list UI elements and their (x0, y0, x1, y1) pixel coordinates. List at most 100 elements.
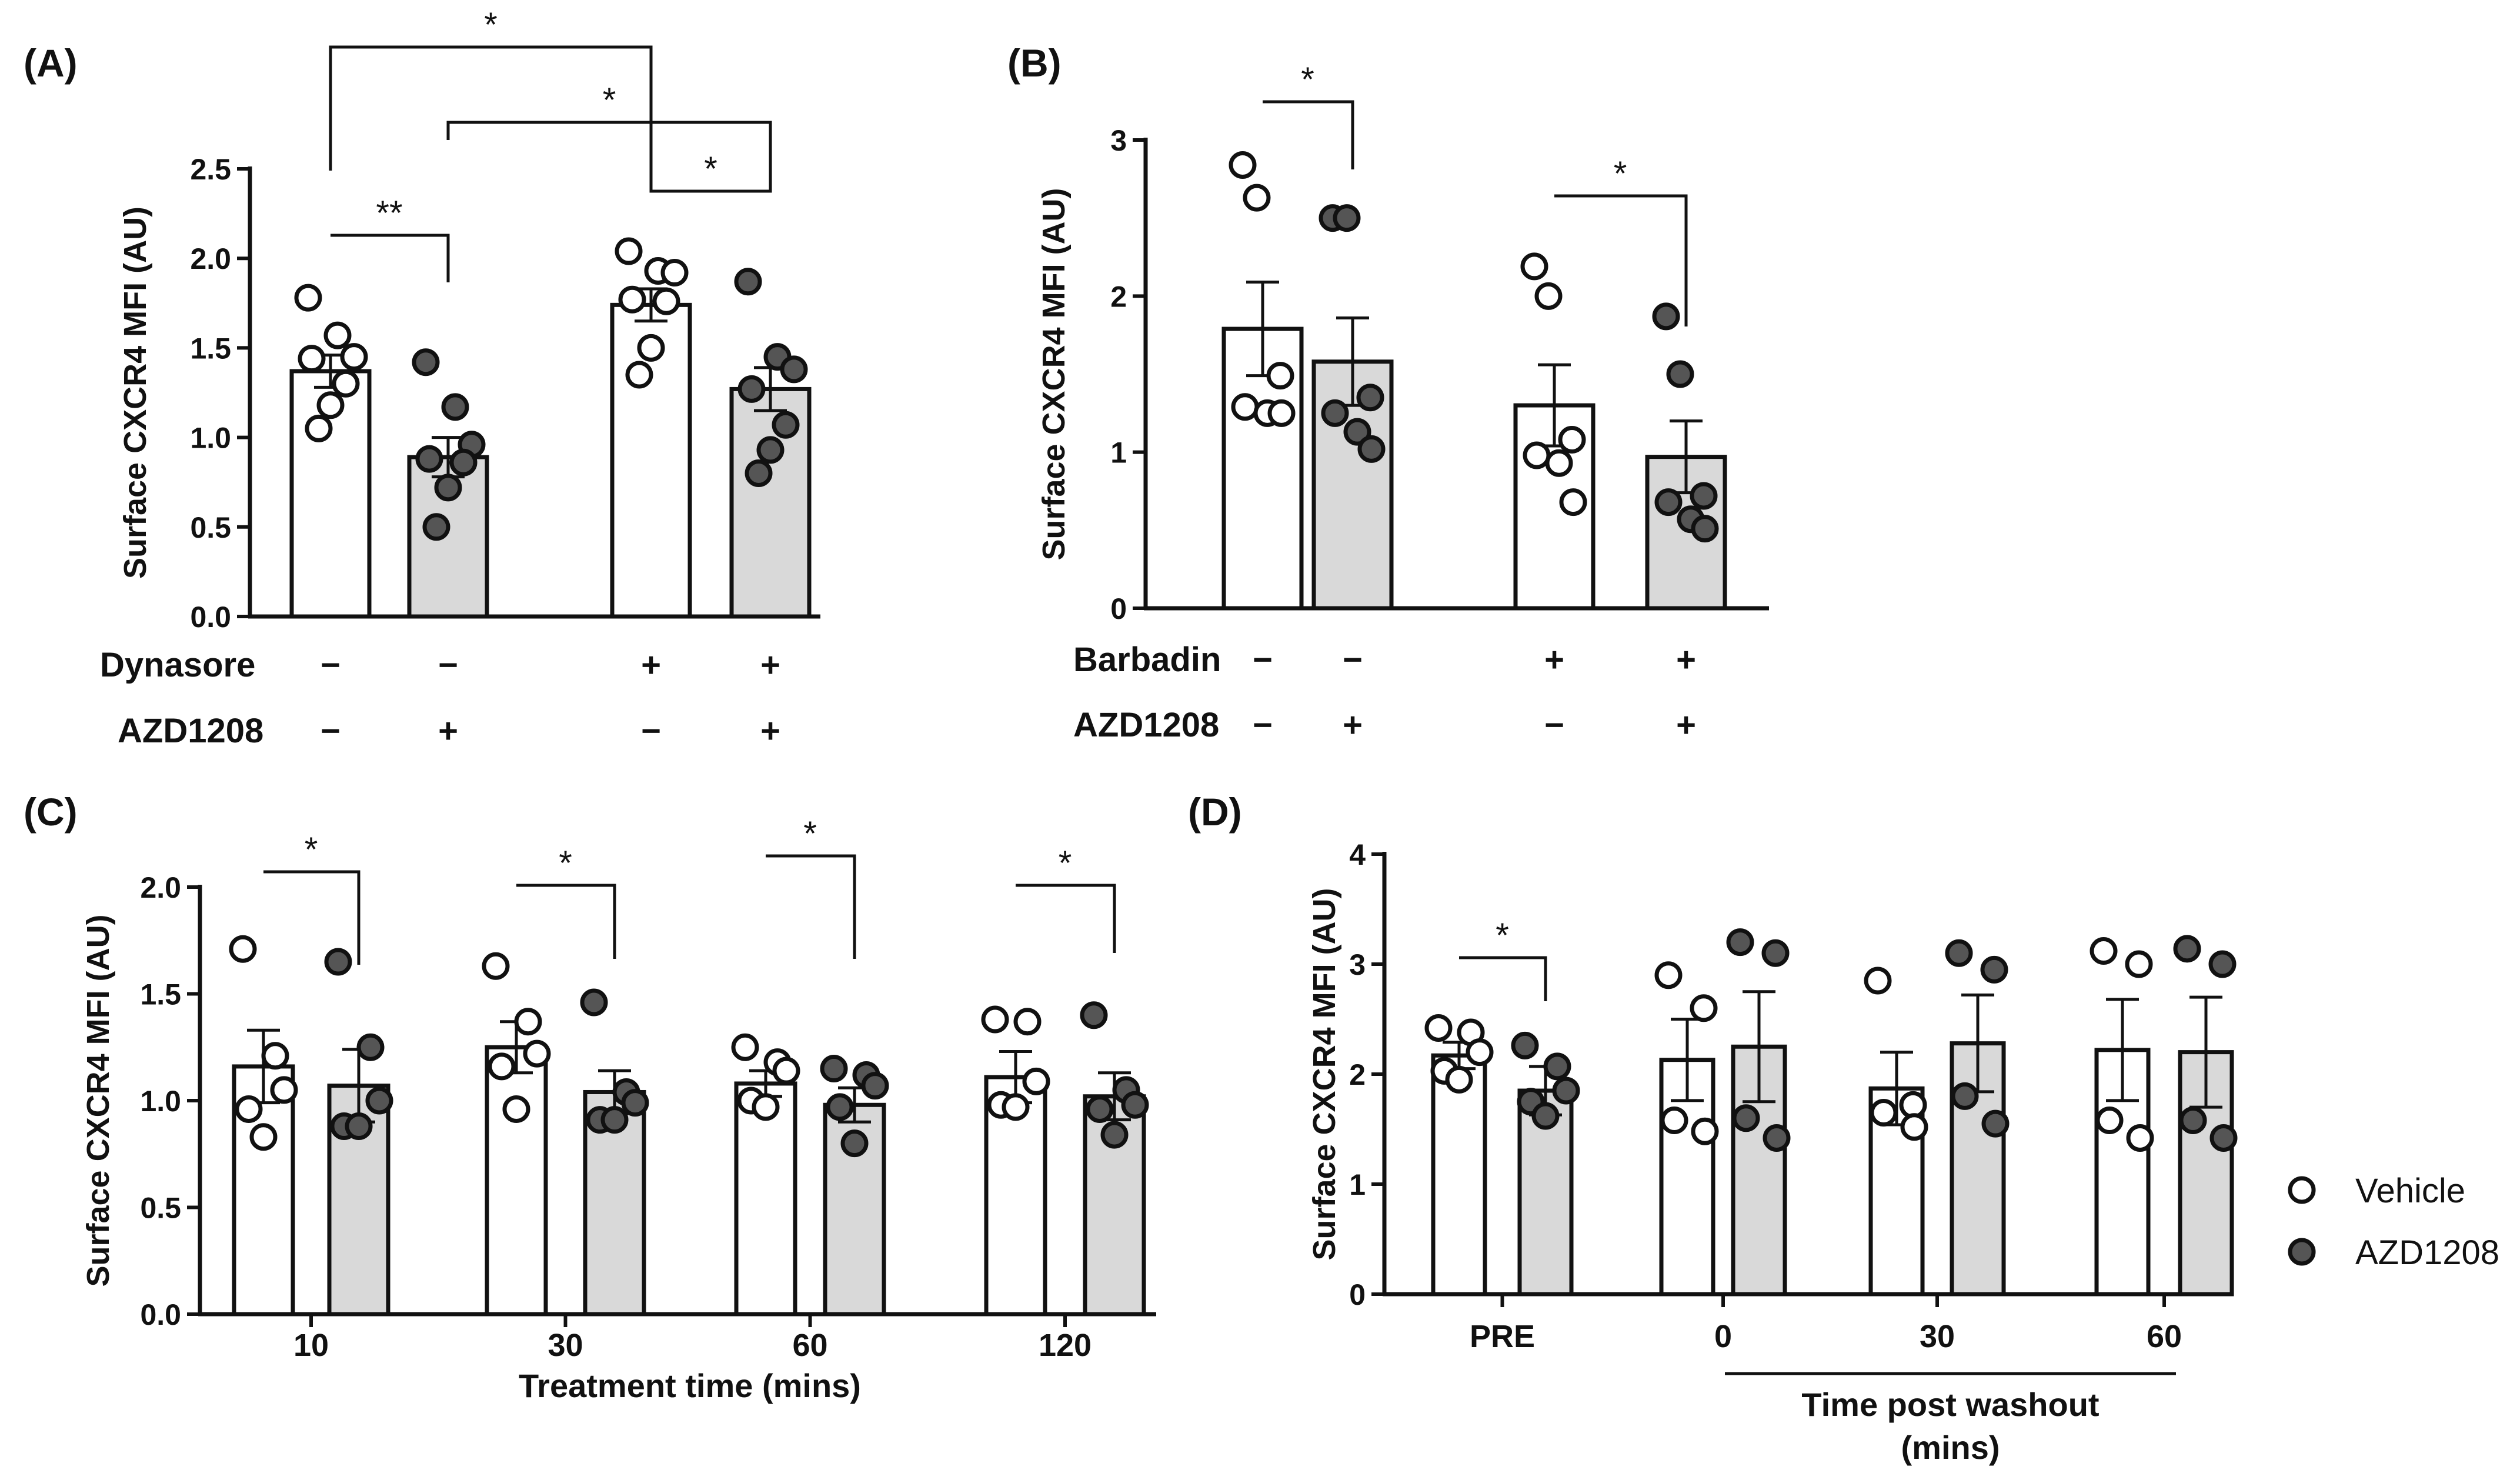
panel-d-ytick-label: 2 (1349, 1058, 1366, 1091)
panel-a-condition-value: + (760, 646, 780, 684)
panel-a-data-point (449, 448, 478, 476)
panel-d-ytick-label: 4 (1349, 838, 1366, 871)
panel-b-data-point (1652, 302, 1680, 331)
panel-b-condition-value: − (1544, 706, 1564, 744)
panel-c-data-point (270, 1076, 298, 1104)
panel-d-data-point (1900, 1113, 1928, 1141)
panel-c-category-label: 60 (792, 1328, 827, 1363)
panel-d-category-label: 30 (1920, 1319, 1955, 1354)
panel-b-data-point (1654, 488, 1683, 516)
panel-d-data-point (2173, 935, 2201, 963)
panel-a-ytick-label: 0.0 (190, 601, 231, 634)
panel-a-data-point (737, 375, 766, 403)
panel-c-data-point (502, 1095, 530, 1124)
panel-a-data-point (323, 321, 352, 349)
panel-c-sig-bracket (263, 870, 361, 965)
panel-a-data-point (441, 393, 469, 421)
panel-b-data-point (1343, 418, 1371, 446)
panel-c-sig-bracket (1016, 884, 1116, 953)
panel-a-condition-label: AZD1208 (118, 712, 263, 750)
panel-c-data-point (261, 1042, 289, 1070)
panel-b-data-point (1558, 425, 1586, 454)
panel-d-label: (D) (1188, 790, 1242, 834)
panel-d-data-point (1732, 1104, 1760, 1132)
panel-a-condition-value: − (641, 712, 661, 750)
panel-c-sig-label: * (559, 844, 572, 882)
panel-b-label: (B) (1007, 41, 1062, 85)
panel-c-data-point (1086, 1095, 1114, 1124)
panel-b-data-point (1356, 384, 1384, 412)
panel-d-category-label: PRE (1470, 1319, 1535, 1354)
panel-c-data-point (1100, 1121, 1129, 1149)
panel-d-ytick-label: 3 (1349, 948, 1366, 981)
panel-c-bar (734, 1081, 797, 1317)
panel-c-data-point (235, 1095, 263, 1124)
panel-a-sig-label: * (603, 81, 616, 119)
panel-c-label: (C) (24, 790, 78, 834)
panel-b-condition-value: + (1676, 706, 1696, 744)
panel-a-data-point (298, 345, 326, 373)
panel-c-data-point (356, 1033, 385, 1061)
panel-d-data-point (1654, 961, 1683, 989)
panel-d-data-point (1552, 1077, 1580, 1105)
panel-c-bar (485, 1045, 548, 1317)
panel-c-data-point (249, 1123, 278, 1151)
legend: Vehicle AZD1208 (2288, 1172, 2499, 1272)
panel-a-data-point (294, 284, 322, 312)
panel-a-sig-bracket (446, 121, 772, 140)
panel-c-data-point (820, 1055, 848, 1083)
panel-d-data-point (2125, 950, 2153, 978)
panel-c-data-point (981, 1005, 1009, 1034)
panel-a-condition-value: + (760, 712, 780, 750)
panel-a-condition-value: − (321, 712, 341, 750)
panel-a-sig-bracket (331, 234, 450, 282)
panel-a-data-point (772, 411, 800, 439)
panel-a-condition-value: + (641, 646, 661, 684)
panel-d-ytick-label: 0 (1349, 1278, 1366, 1311)
panel-d-xlabel-line: (mins) (1901, 1429, 2000, 1466)
panel-a-sig-bracket (329, 45, 653, 171)
panel-d-data-point (1951, 1082, 1979, 1110)
panel-c-data-point (1121, 1091, 1149, 1119)
panel-b-data-point (1321, 399, 1349, 427)
panel-d-data-point (1660, 1107, 1688, 1135)
panel-b-data-point (1559, 488, 1587, 516)
panel-a-condition-value: + (438, 712, 458, 750)
panel-d-data-point (2095, 1107, 2124, 1135)
panel-d-ylabel: Surface CXCR4 MFI (AU) (1307, 888, 1342, 1260)
panel-a-data-point (652, 287, 680, 315)
panel-b-condition-value: + (1544, 641, 1564, 679)
panel-c-data-point (324, 948, 352, 976)
panel-a-condition-label: Dynasore (100, 646, 255, 684)
panel-c-ytick-label: 0.5 (140, 1192, 181, 1225)
panel-b-data-point (1231, 393, 1259, 421)
panel-d-data-point (1445, 1065, 1473, 1094)
panel-b-ylabel: Surface CXCR4 MFI (AU) (1036, 188, 1072, 560)
panel-c-sig-label: * (803, 815, 817, 853)
panel-b-condition-value: + (1676, 641, 1696, 679)
panel-c-data-point (861, 1072, 889, 1100)
panel-d-data-point (2179, 1107, 2207, 1135)
panel-c-data-point (1013, 1008, 1042, 1036)
panel-a-condition-value: − (438, 646, 458, 684)
panel-a-data-point (434, 474, 462, 502)
panel-c-data-point (752, 1093, 780, 1121)
panel-c-data-point (621, 1089, 649, 1117)
panel-d-category-label: 60 (2147, 1319, 2182, 1354)
panel-d-data-point (2090, 937, 2118, 965)
panel-b-condition-value: − (1343, 641, 1363, 679)
panel-d-data-point (1763, 1124, 1791, 1152)
panel-a-data-point (745, 459, 773, 487)
panel-c-xlabel: Treatment time (mins) (519, 1367, 861, 1404)
panel-d-data-point (1511, 1031, 1539, 1059)
panel-a-condition-value: − (321, 646, 341, 684)
panel-a-ytick-label: 1.0 (190, 422, 231, 455)
panel-d-data-point (1870, 1098, 1898, 1127)
legend-label-vehicle: Vehicle (2355, 1172, 2465, 1210)
panel-d-data-point (1945, 939, 1973, 967)
panel-b-ytick-label: 1 (1110, 436, 1127, 469)
panel-d-data-point (1466, 1038, 1494, 1067)
legend-label-azd1208: AZD1208 (2355, 1234, 2499, 1272)
panel-a-label: (A) (24, 41, 78, 85)
